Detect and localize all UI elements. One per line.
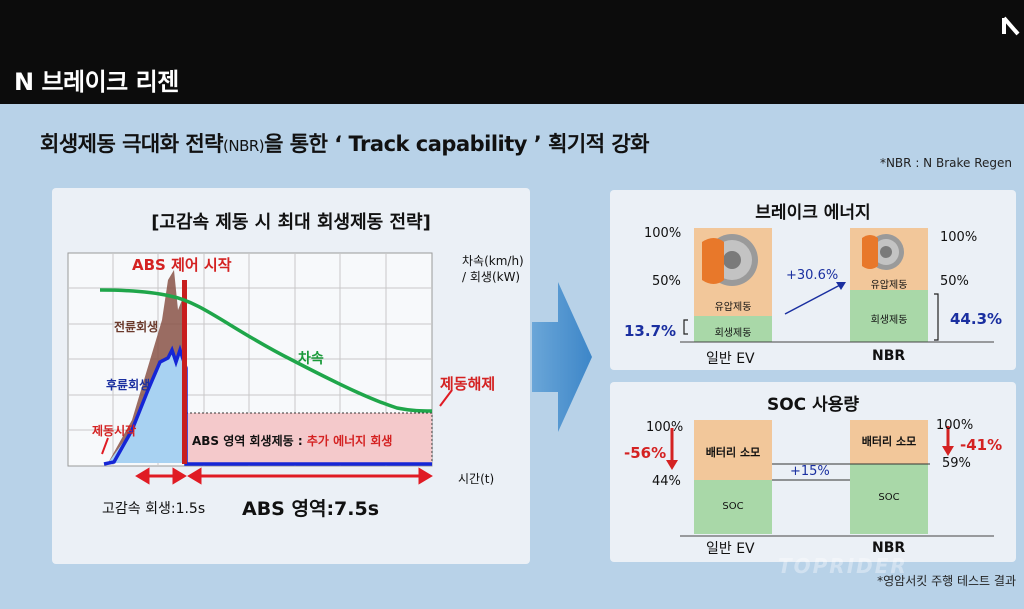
abs-region-text: ABS 영역 회생제동 : 추가 에너지 회생 [192, 432, 392, 449]
brake-energy-title: 브레이크 에너지 [755, 203, 871, 223]
abs-region-highlight: 추가 에너지 회생 [306, 434, 393, 448]
nbr-battery-box [850, 420, 928, 464]
regen-increase: +30.6% [786, 268, 839, 283]
general-hydraulic-label: 유압제동 [714, 302, 752, 313]
general-battery-box [694, 420, 772, 480]
general-battery-label: 배터리 소모 [705, 446, 761, 459]
soc-100-right: 100% [936, 418, 974, 433]
headline-rest: 을 통한 ‘ Track capability ’ 획기적 강화 [264, 132, 649, 156]
soc-delta-right: -41% [960, 436, 1003, 454]
abs-region-prefix: ABS 영역 회생제동 : [192, 434, 307, 448]
general-regen-box [694, 316, 772, 342]
headline: 회생제동 극대화 전략(NBR)을 통한 ‘ Track capability … [40, 128, 649, 158]
soc-diff: +15% [790, 464, 830, 479]
chart-title: [고감속 제동 시 최대 회생제동 전략] [151, 212, 431, 233]
soc-100-left: 100% [646, 420, 684, 435]
speed-label: 차속 [298, 351, 324, 367]
brake-disc-icon [702, 234, 758, 286]
general-soc-label: SOC [722, 501, 744, 512]
nbr-hydraulic-label: 유압제동 [870, 280, 908, 291]
brake-start-arrow [101, 437, 109, 455]
page-title: N 브레이크 리젠 [14, 68, 179, 96]
nbr-regen-label: 회생제동 [870, 315, 908, 326]
brake-start-label: 제동시작 [92, 424, 137, 438]
general-regen-label: 회생제동 [714, 328, 752, 339]
brake-release-arrow [439, 389, 453, 407]
abs-region [185, 412, 433, 464]
regen-chart [67, 252, 453, 485]
time-span-arrows [135, 467, 433, 485]
soc-general-ev-label: 일반 EV [706, 541, 755, 557]
headline-small: (NBR) [223, 137, 265, 155]
soc-delta-left: -56% [624, 444, 667, 462]
brake-release-label: 제동해제 [440, 375, 496, 393]
transition-arrow-icon [532, 282, 592, 432]
nbr-soc-box [850, 464, 928, 534]
general-regen-pct: 13.7% [624, 322, 677, 340]
nbr-soc-label: SOC [878, 492, 900, 503]
be-100-right: 100% [940, 230, 978, 245]
brake-disc-small-icon [862, 234, 904, 270]
soc-usage-title: SOC 사용량 [766, 395, 859, 415]
y-axis-label-2: / 회생(kW) [462, 270, 521, 284]
top-bar [0, 0, 1024, 104]
general-soc-box [694, 480, 772, 534]
nbr-battery-label: 배터리 소모 [861, 435, 917, 448]
nbr-note: *NBR : N Brake Regen [879, 156, 1012, 170]
n-logo-icon [1002, 16, 1020, 36]
soc-usage-marks [666, 426, 994, 537]
watermark: TOPRIDER [778, 554, 908, 578]
headline-main: 회생제동 극대화 전략 [40, 132, 224, 156]
abs-zone-label: ABS 영역:7.5s [242, 498, 380, 520]
be-50-left: 50% [652, 274, 681, 289]
be-nbr-label: NBR [872, 348, 906, 364]
soc-nbr-label: NBR [872, 540, 906, 556]
soc-level-left: 44% [652, 474, 681, 489]
be-50-right: 50% [940, 274, 969, 289]
brake-energy-marks [680, 282, 994, 343]
footnote: *영암서킷 주행 테스트 결과 [877, 574, 1016, 588]
nbr-regen-box [850, 290, 928, 342]
abs-start-label: ABS 제어 시작 [132, 256, 232, 274]
front-regen-label: 전륜회생 [114, 320, 159, 334]
x-axis-label: 시간(t) [458, 472, 495, 486]
nbr-regen-pct: 44.3% [950, 310, 1003, 328]
be-general-ev-label: 일반 EV [706, 351, 755, 367]
brake-energy-card [610, 190, 1016, 370]
high-decel-regen-label: 고감속 회생:1.5s [102, 501, 206, 517]
soc-usage-card [610, 382, 1016, 562]
soc-level-right: 59% [942, 456, 971, 471]
be-100-left: 100% [644, 226, 682, 241]
abs-start-marker [182, 280, 187, 464]
y-axis-label-1: 차속(km/h) [462, 254, 524, 268]
rear-regen-label: 후륜회생 [106, 378, 151, 392]
speed-line [99, 288, 433, 413]
rear-regen-fill [108, 350, 186, 463]
